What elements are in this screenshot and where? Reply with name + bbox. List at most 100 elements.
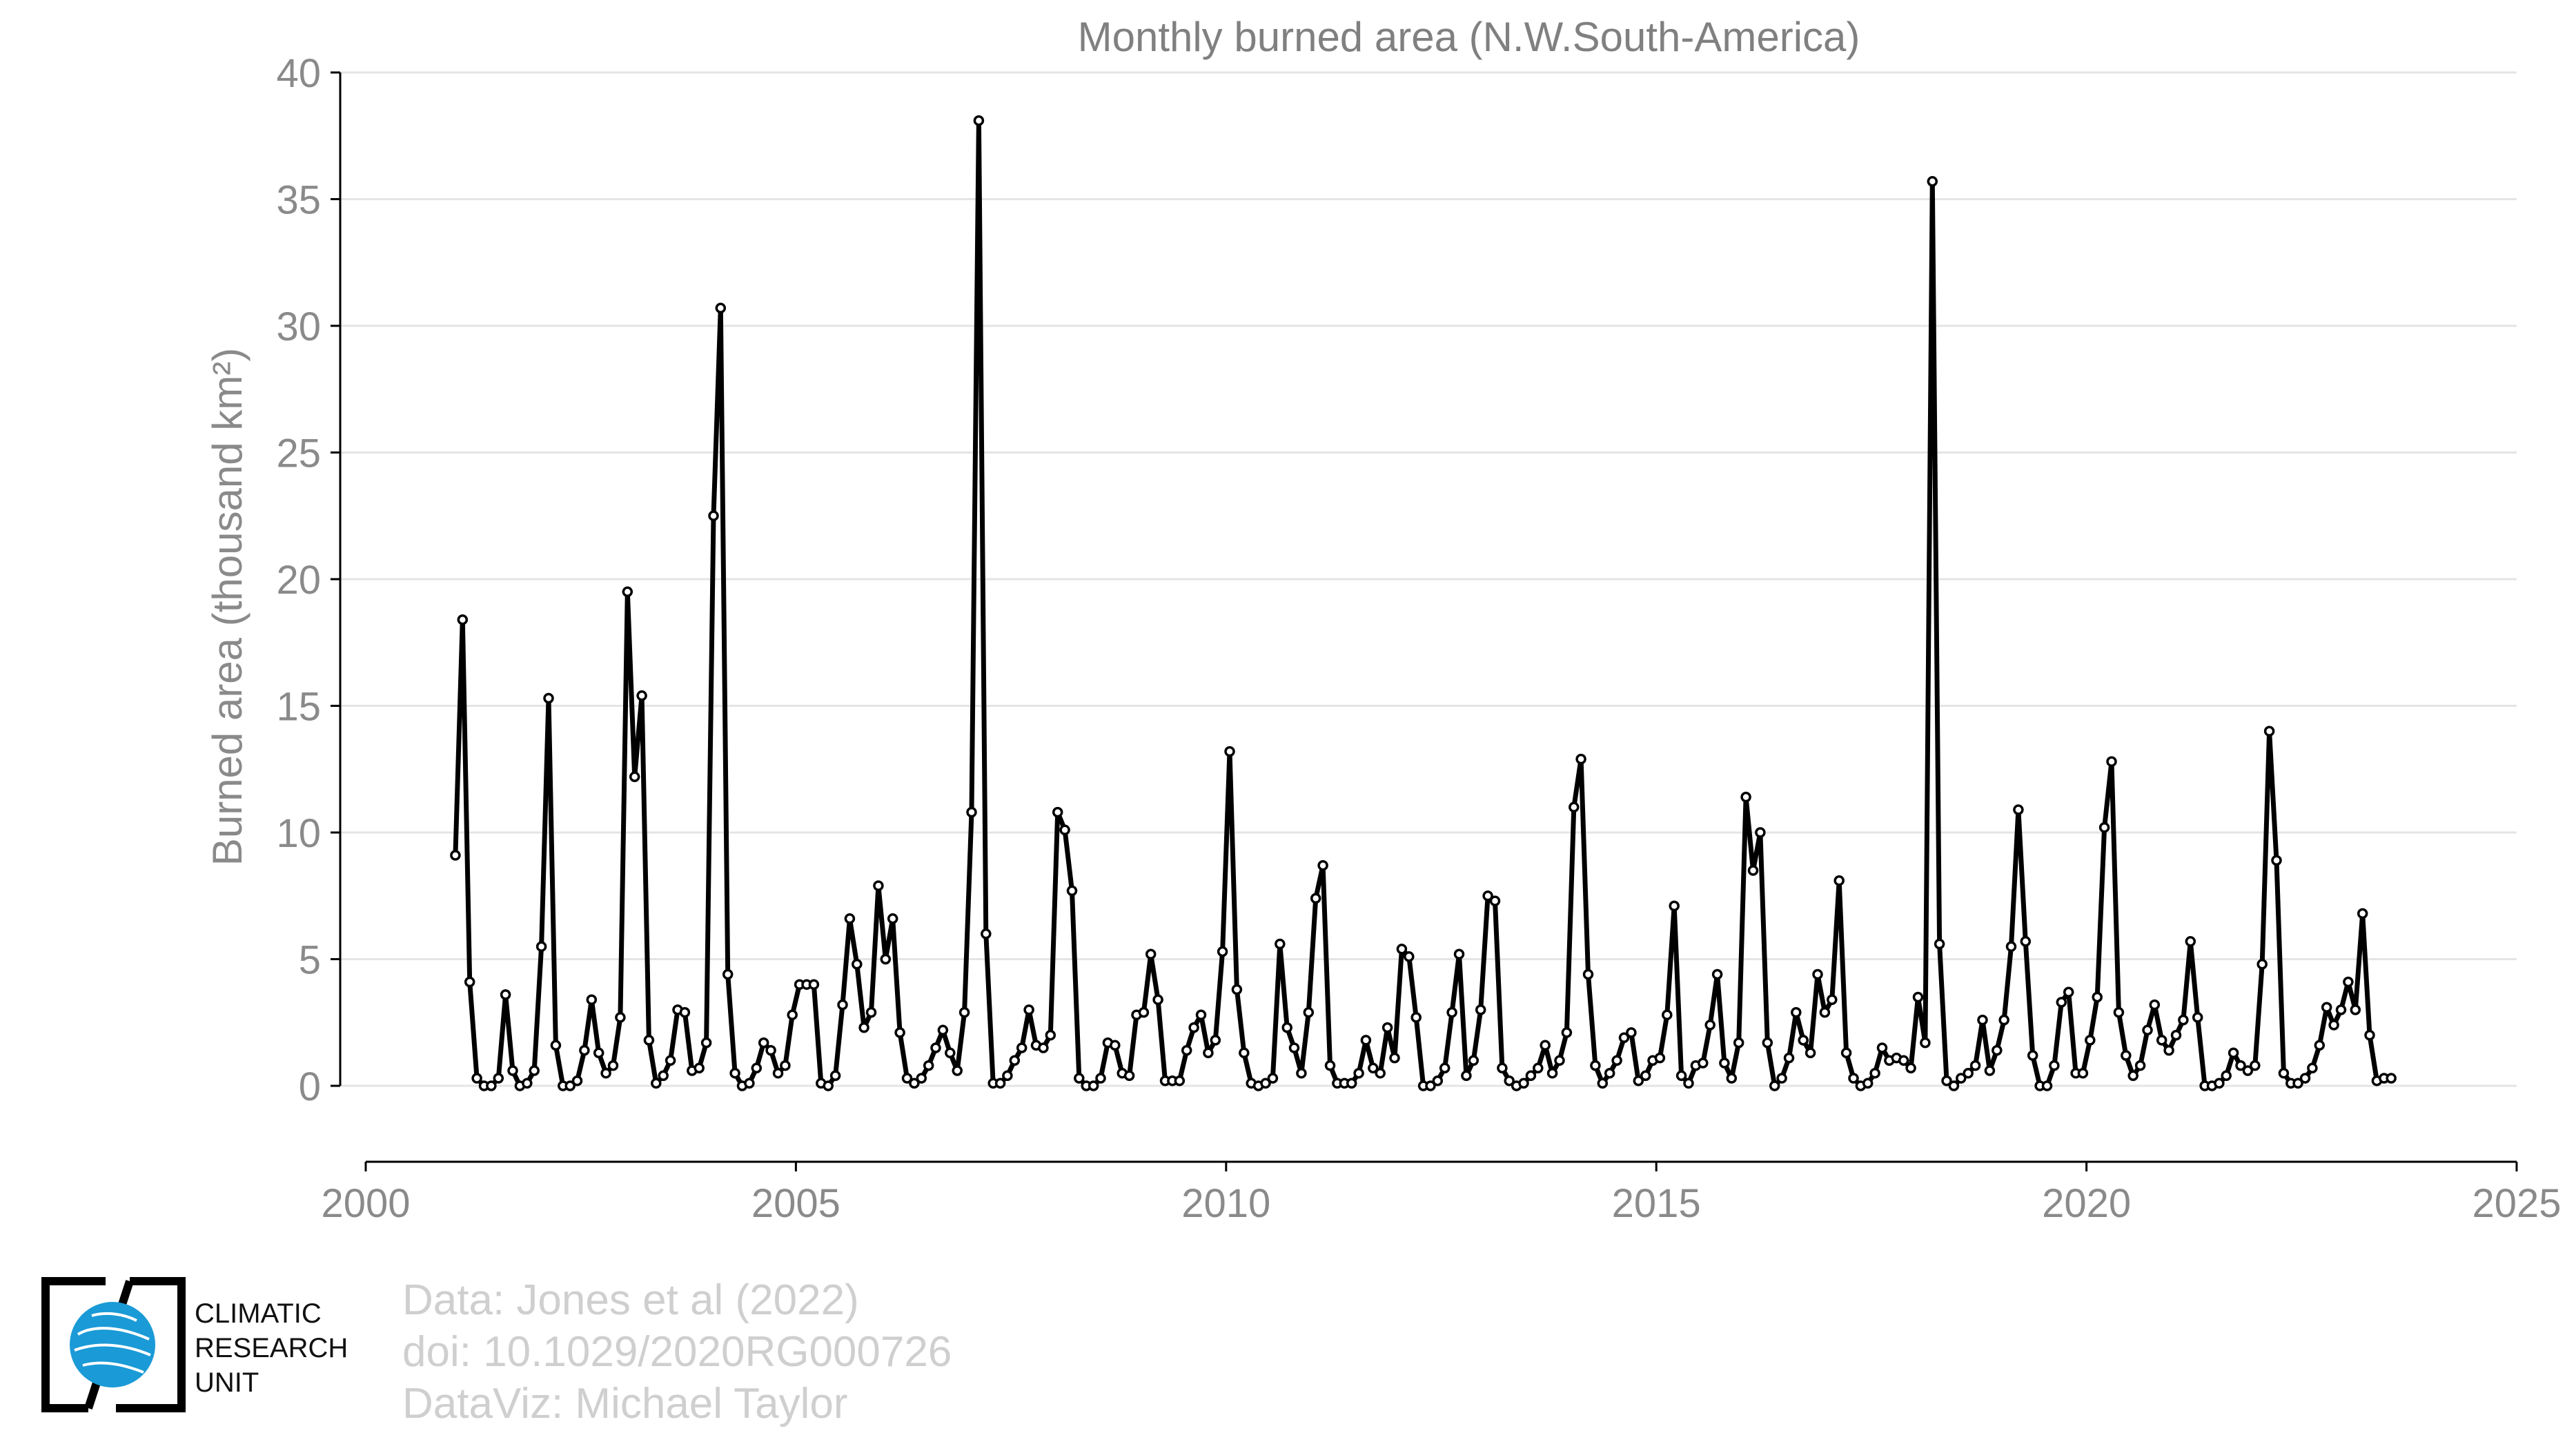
- x-tick-label: 2015: [1612, 1181, 1701, 1226]
- data-point: [973, 115, 985, 126]
- data-point: [457, 614, 469, 625]
- data-point: [2170, 1029, 2182, 1041]
- data-point: [1582, 968, 1594, 980]
- data-point: [1439, 1062, 1451, 1074]
- data-point: [651, 1078, 662, 1089]
- data-point: [858, 1022, 869, 1033]
- data-point: [493, 1073, 504, 1084]
- chart-title: Monthly burned area (N.W.South-America): [1078, 14, 1860, 60]
- data-point: [829, 1070, 841, 1082]
- data-point: [507, 1065, 518, 1076]
- data-point: [2357, 908, 2368, 919]
- data-point: [1066, 885, 1078, 897]
- x-tick-label: 2025: [2472, 1181, 2561, 1226]
- data-point: [1791, 1006, 1802, 1018]
- grid-lines: [340, 71, 2517, 1087]
- data-point: [1805, 1047, 1816, 1059]
- data-point: [1324, 1060, 1336, 1071]
- data-point: [1210, 1035, 1221, 1046]
- data-point: [937, 1024, 949, 1036]
- data-point: [665, 1055, 676, 1067]
- data-point: [1181, 1044, 1192, 1056]
- data-point: [1920, 1037, 1931, 1049]
- data-point: [1074, 1073, 1085, 1084]
- data-point: [1840, 1047, 1852, 1059]
- data-point: [1590, 1060, 1601, 1071]
- data-point: [1525, 1070, 1537, 1082]
- y-tick-label: 15: [276, 685, 321, 730]
- data-point: [1934, 938, 1945, 950]
- data-point: [2214, 1078, 2225, 1089]
- data-point: [1783, 1052, 1795, 1064]
- data-point: [808, 979, 820, 990]
- data-point: [1410, 1012, 1422, 1023]
- data-point: [1353, 1067, 1364, 1079]
- data-point: [1288, 1042, 1300, 1053]
- data-point: [1432, 1075, 1444, 1087]
- data-point: [1662, 1009, 1673, 1020]
- data-point: [1281, 1022, 1292, 1033]
- data-point: [1224, 746, 1235, 757]
- data-point: [1956, 1073, 1967, 1084]
- logo-text-climatic: CLIMATIC: [195, 1298, 322, 1329]
- data-series: [450, 115, 2397, 1091]
- data-point: [1174, 1075, 1186, 1087]
- data-point: [958, 1006, 970, 1018]
- data-point: [2085, 1035, 2096, 1046]
- data-point: [1554, 1055, 1565, 1067]
- data-point: [2185, 936, 2196, 947]
- data-point: [1045, 1029, 1056, 1041]
- data-point: [1497, 1062, 1508, 1074]
- data-point: [571, 1075, 583, 1087]
- data-point: [2292, 1078, 2303, 1089]
- data-point: [1382, 1022, 1393, 1033]
- data-point: [464, 976, 475, 988]
- data-point: [2299, 1073, 2311, 1084]
- y-tick-label: 30: [276, 304, 321, 349]
- data-point: [2056, 997, 2067, 1008]
- y-tick-label: 40: [276, 51, 321, 96]
- data-point: [2192, 1012, 2203, 1023]
- y-tick-label: 35: [276, 178, 321, 223]
- data-point: [1719, 1058, 1730, 1069]
- data-point: [1769, 1080, 1780, 1091]
- data-point: [1740, 791, 1751, 803]
- data-point: [2328, 1020, 2339, 1031]
- data-point: [1941, 1075, 1952, 1087]
- data-point: [1626, 1027, 1637, 1038]
- data-point: [751, 1062, 763, 1074]
- data-point: [1704, 1020, 1715, 1031]
- data-point: [758, 1037, 769, 1049]
- data-point: [1569, 801, 1580, 813]
- data-point: [1898, 1055, 1909, 1067]
- data-point: [1110, 1040, 1121, 1051]
- data-point: [450, 850, 461, 861]
- data-point: [729, 1067, 740, 1079]
- data-point: [887, 913, 898, 924]
- data-point: [2049, 1060, 2060, 1071]
- y-tick-label: 0: [299, 1064, 321, 1109]
- data-point: [916, 1073, 927, 1084]
- x-tick-label: 2020: [2042, 1181, 2131, 1226]
- data-point: [2257, 959, 2268, 970]
- data-point: [622, 586, 633, 598]
- data-point: [529, 1065, 540, 1076]
- data-point: [2027, 1050, 2038, 1061]
- data-point: [909, 1078, 920, 1089]
- data-point: [865, 1006, 877, 1018]
- data-point: [2386, 1073, 2397, 1084]
- footer-doi: doi: 10.1029/2020RG000726: [402, 1328, 952, 1376]
- data-point: [2314, 1040, 2326, 1051]
- data-point: [1675, 1070, 1687, 1082]
- data-point: [765, 1044, 776, 1056]
- data-point: [837, 999, 848, 1011]
- data-point: [894, 1027, 905, 1038]
- data-point: [2250, 1060, 2261, 1071]
- logo-text-research: RESEARCH: [195, 1333, 348, 1363]
- data-point: [2278, 1067, 2290, 1079]
- data-point: [1726, 1073, 1738, 1084]
- data-point: [1482, 890, 1493, 902]
- data-point: [780, 1060, 791, 1071]
- series-line: [453, 118, 2392, 1089]
- data-point: [2063, 986, 2074, 997]
